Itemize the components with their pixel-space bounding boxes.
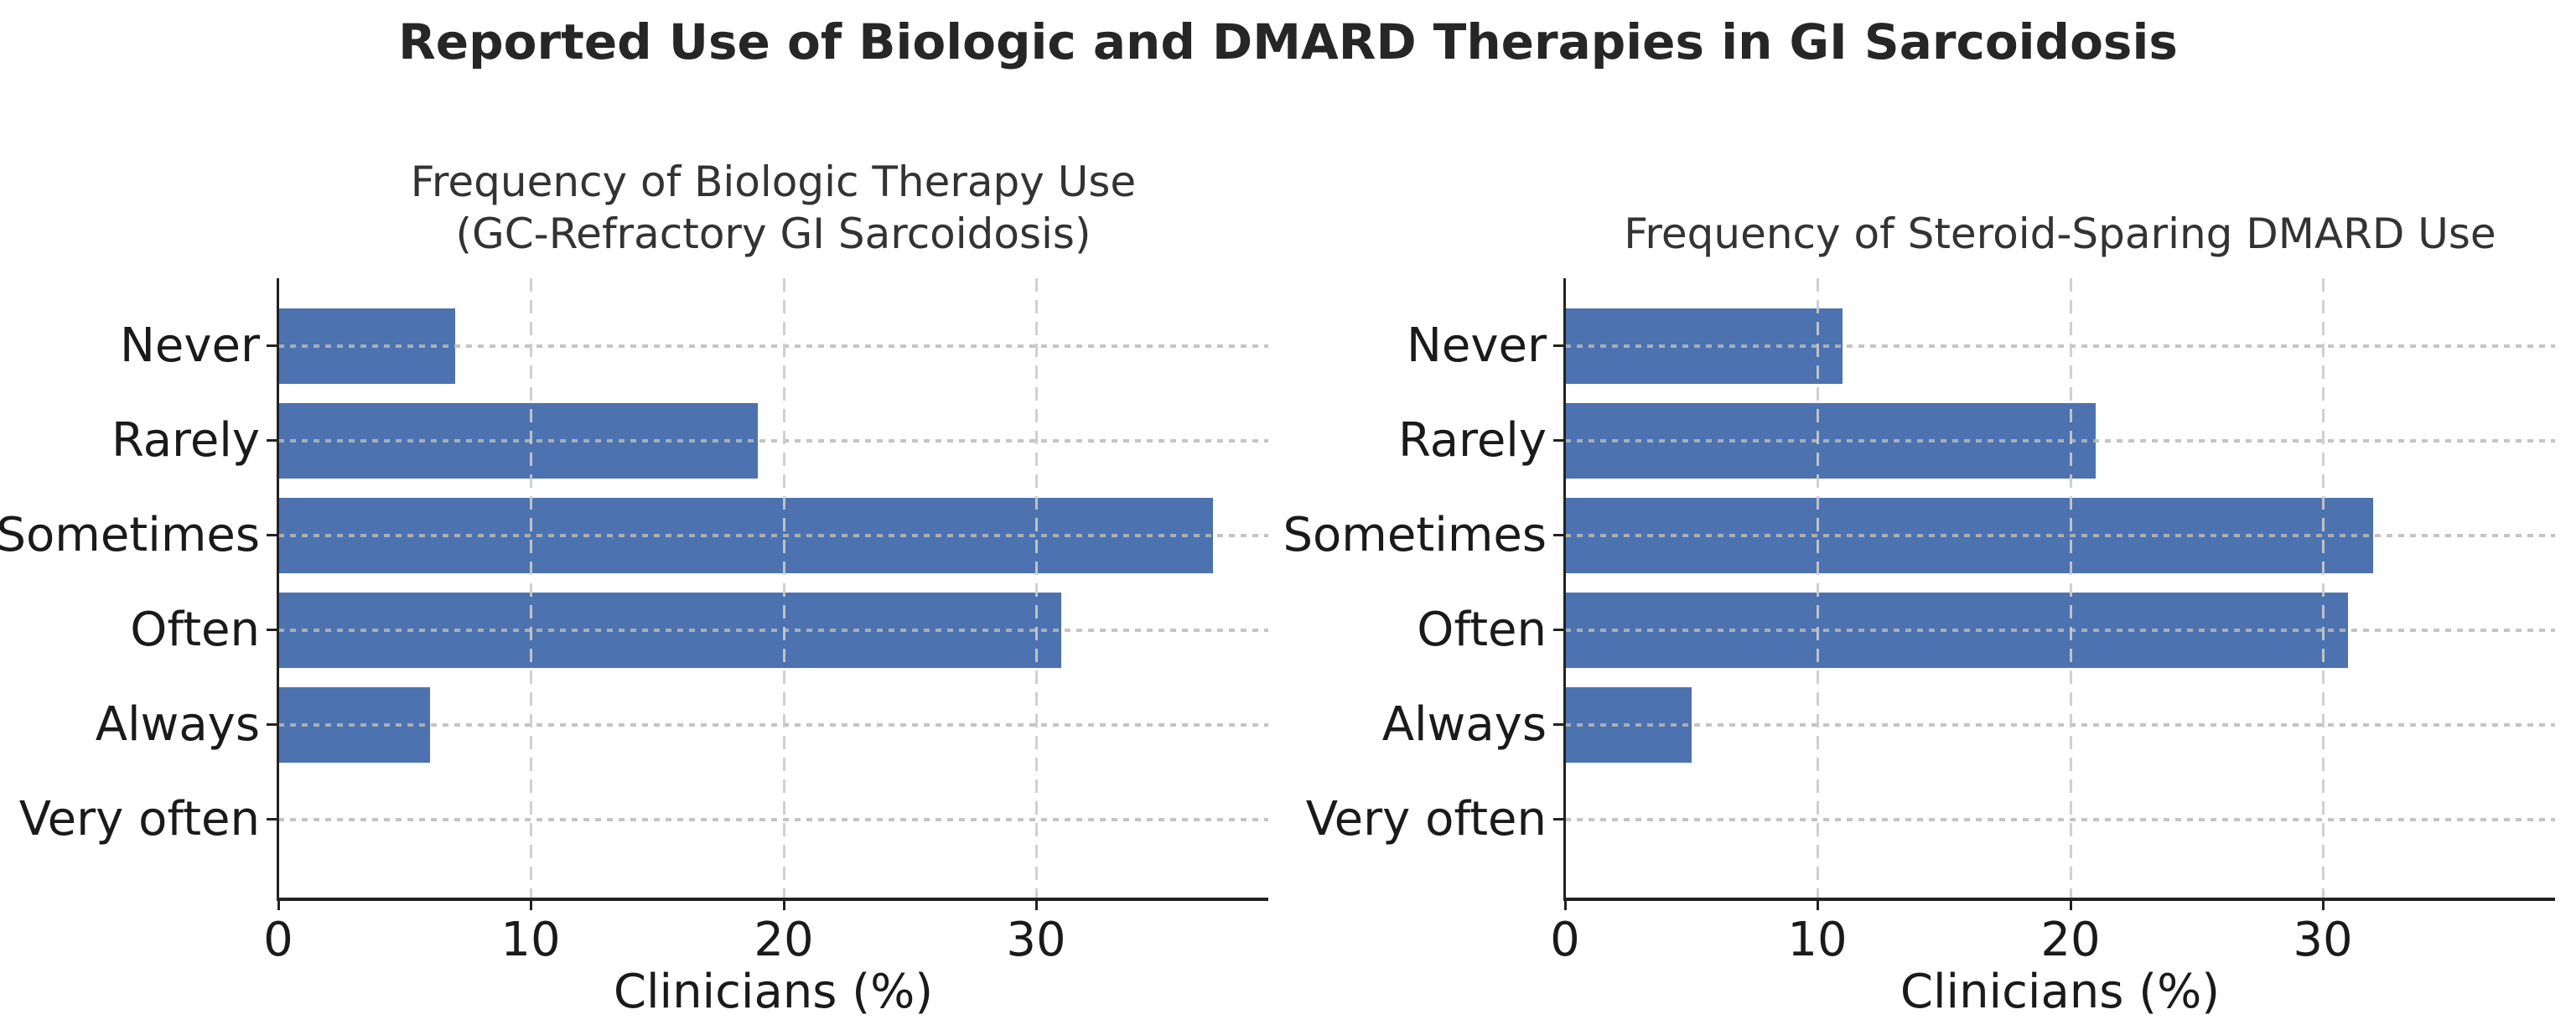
horizontal-gridline (278, 722, 1268, 727)
subplot-title: Frequency of Steroid-Sparing DMARD Use (1624, 210, 2496, 258)
x-tick-label: 0 (1550, 913, 1580, 967)
x-tick-mark (783, 898, 785, 910)
horizontal-gridline (1565, 344, 2555, 348)
y-category-label: Never (1407, 318, 1547, 373)
y-category-label: Always (95, 696, 260, 752)
horizontal-gridline (1565, 628, 2555, 632)
y-category-label: Always (1381, 696, 1547, 752)
vertical-gridline (1035, 278, 1038, 898)
x-tick-mark (1035, 898, 1038, 910)
x-tick-mark (1564, 898, 1567, 910)
vertical-gridline (2322, 278, 2325, 898)
y-category-label: Rarely (111, 412, 260, 468)
y-category-label: Often (130, 602, 260, 657)
horizontal-gridline (278, 344, 1268, 348)
vertical-gridline (1817, 278, 1819, 898)
y-tick-mark (1553, 818, 1565, 821)
horizontal-gridline (278, 438, 1268, 443)
x-axis-spine (1563, 898, 2555, 901)
subplot-title: Frequency of Biologic Therapy Use (GC-Re… (410, 158, 1137, 258)
x-tick-mark (530, 898, 532, 910)
y-tick-mark (267, 629, 278, 631)
x-tick-label: 30 (1006, 913, 1066, 967)
x-tick-label: 30 (2293, 913, 2353, 967)
x-tick-mark (2070, 898, 2072, 910)
y-tick-mark (267, 818, 278, 821)
horizontal-gridline (1565, 438, 2555, 443)
main-title: Reported Use of Biologic and DMARD Thera… (398, 13, 2178, 70)
x-tick-label: 20 (754, 913, 814, 967)
x-tick-mark (277, 898, 280, 910)
y-category-label: Never (120, 318, 260, 373)
x-tick-label: 10 (500, 913, 561, 967)
x-tick-mark (2322, 898, 2325, 910)
x-tick-label: 20 (2040, 913, 2101, 967)
y-tick-mark (1553, 723, 1565, 726)
y-category-label: Sometimes (0, 507, 260, 562)
vertical-gridline (2070, 278, 2072, 898)
horizontal-gridline (278, 533, 1268, 537)
x-axis-label: Clinicians (%) (613, 965, 934, 1019)
y-axis-spine (1563, 278, 1566, 900)
y-tick-mark (1553, 629, 1565, 631)
horizontal-gridline (1565, 817, 2555, 821)
vertical-gridline (783, 278, 785, 898)
y-tick-mark (267, 723, 278, 726)
y-category-label: Often (1417, 602, 1547, 657)
y-tick-mark (1553, 534, 1565, 536)
y-tick-mark (267, 344, 278, 347)
y-tick-mark (1553, 439, 1565, 442)
y-tick-mark (267, 534, 278, 536)
y-category-label: Very often (18, 791, 260, 846)
y-tick-mark (1553, 344, 1565, 347)
y-axis-spine (277, 278, 279, 900)
y-category-label: Rarely (1398, 412, 1547, 468)
y-category-label: Sometimes (1283, 507, 1547, 562)
x-tick-label: 10 (1787, 913, 1848, 967)
horizontal-gridline (278, 628, 1268, 632)
x-axis-label: Clinicians (%) (1900, 965, 2221, 1019)
x-axis-spine (277, 898, 1268, 901)
horizontal-gridline (1565, 722, 2555, 727)
x-tick-mark (1817, 898, 1819, 910)
horizontal-gridline (278, 817, 1268, 821)
vertical-gridline (530, 278, 532, 898)
y-tick-mark (267, 439, 278, 442)
horizontal-gridline (1565, 533, 2555, 537)
y-category-label: Very often (1305, 791, 1547, 846)
x-tick-label: 0 (263, 913, 293, 967)
